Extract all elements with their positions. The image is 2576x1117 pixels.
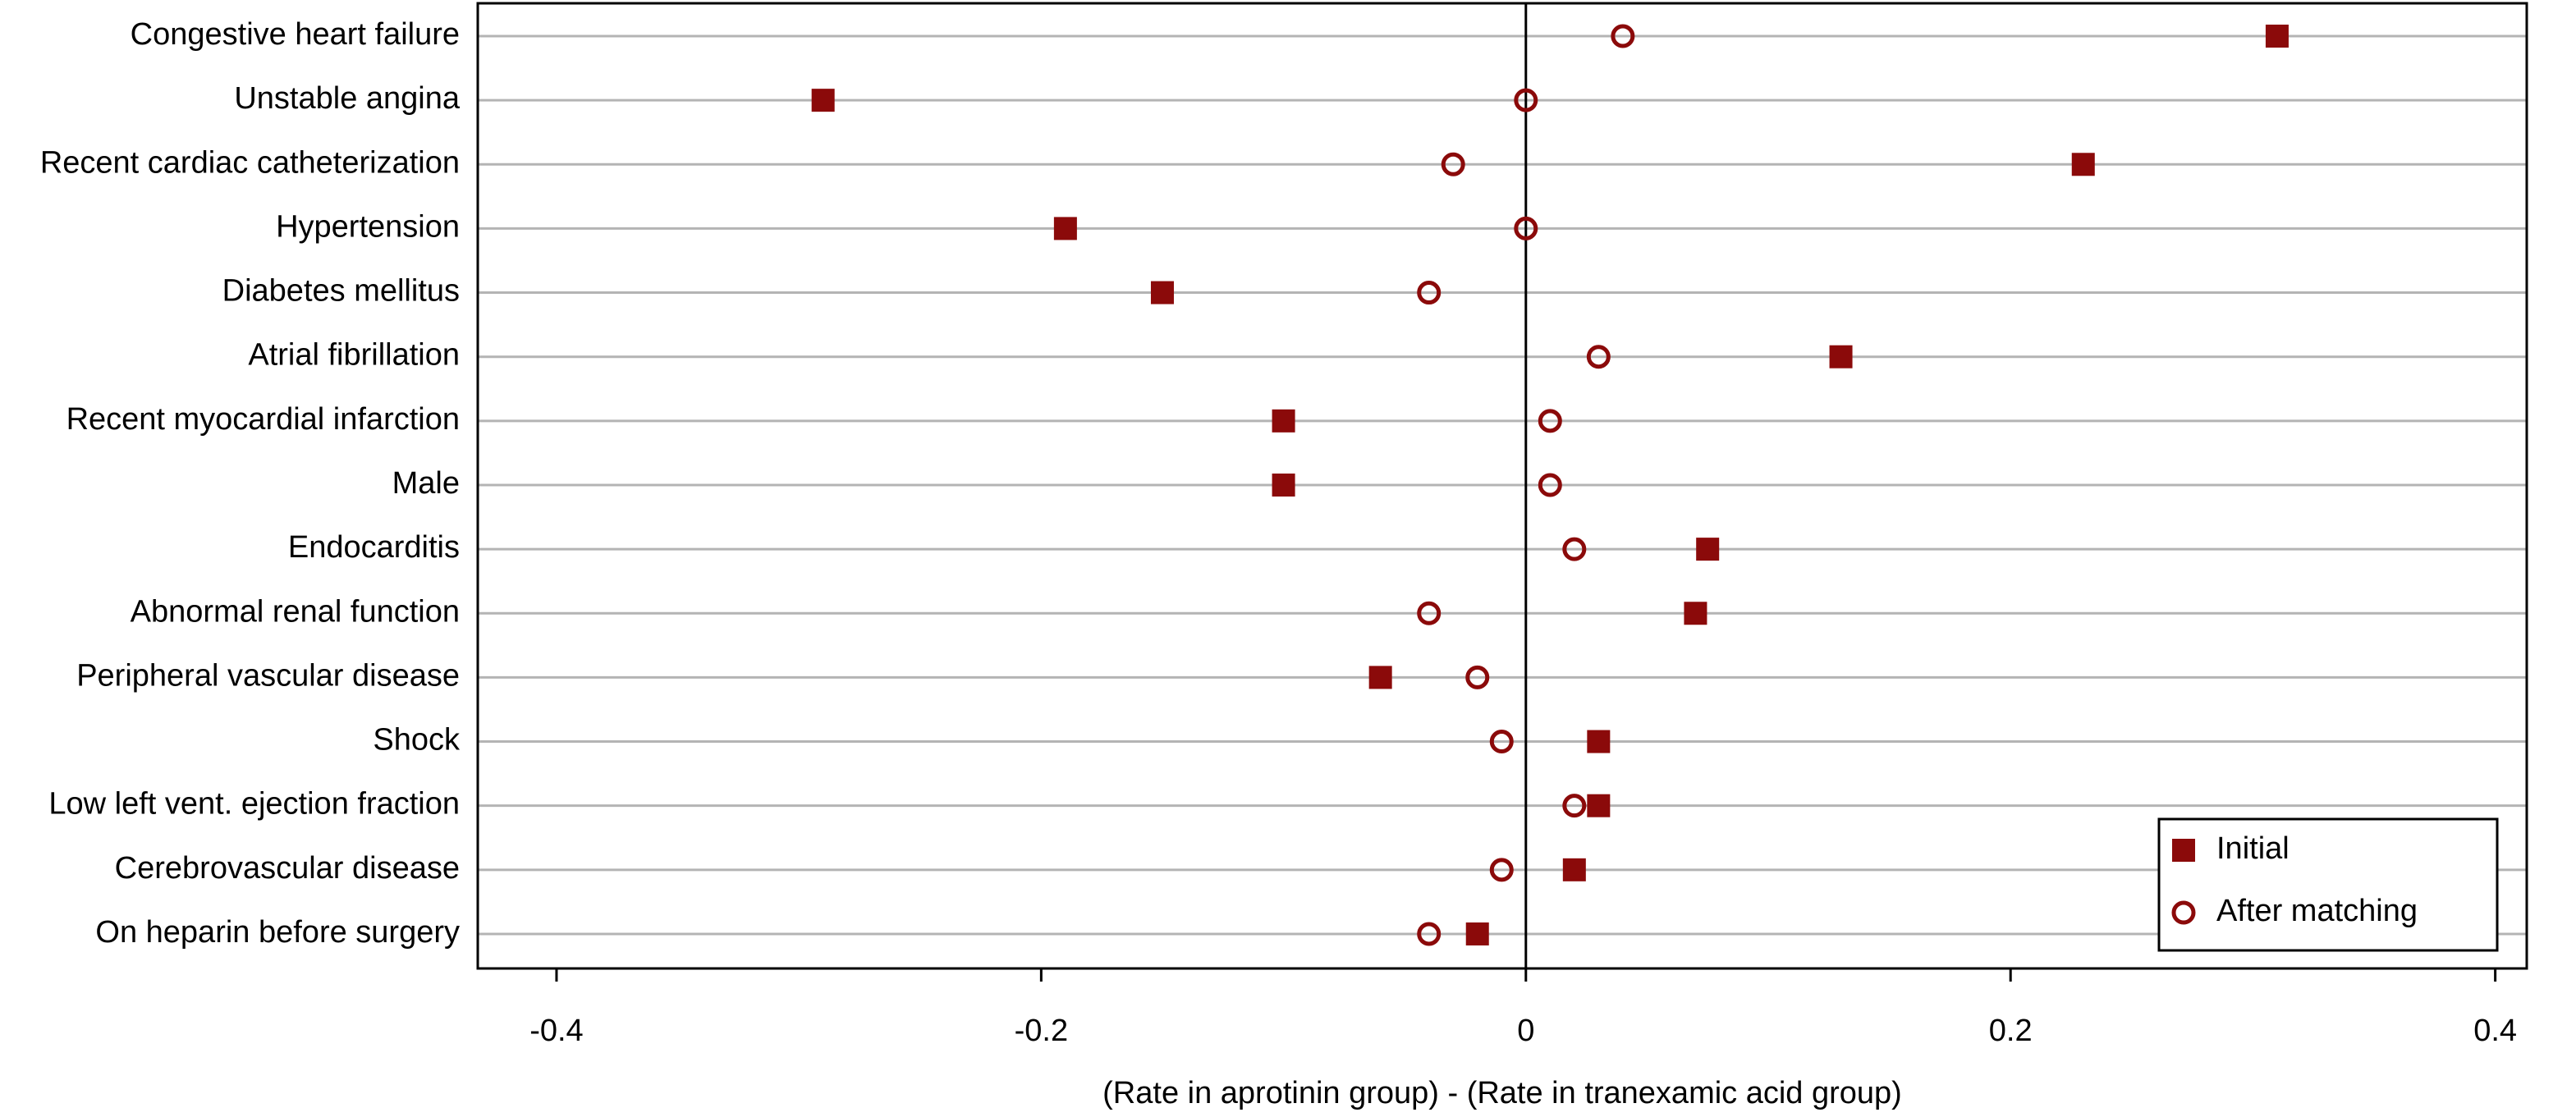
marker-circle bbox=[1417, 601, 1442, 625]
marker-square bbox=[1829, 345, 1853, 369]
y-tick-label: Recent cardiac catheterization bbox=[40, 145, 460, 180]
marker-square bbox=[1587, 794, 1611, 817]
marker-circle bbox=[1417, 281, 1442, 305]
marker-square bbox=[1465, 922, 1489, 945]
marker-square bbox=[1562, 858, 1586, 881]
y-tick-label: Unstable angina bbox=[234, 81, 461, 116]
marker-square bbox=[1272, 473, 1295, 497]
y-tick-label: Endocarditis bbox=[288, 530, 460, 565]
x-axis-label: (Rate in aprotinin group) - (Rate in tra… bbox=[1102, 1076, 1902, 1110]
x-tick-label: -0.4 bbox=[529, 1014, 583, 1048]
legend-label: After matching bbox=[2216, 894, 2418, 928]
marker-circle bbox=[1611, 24, 1635, 48]
y-tick-label: Cerebrovascular disease bbox=[115, 851, 460, 886]
y-tick-label: Low left vent. ejection fraction bbox=[48, 787, 460, 822]
marker-circle bbox=[1417, 922, 1442, 946]
marker-square bbox=[1368, 666, 1392, 689]
marker-square bbox=[1053, 217, 1077, 240]
marker-square bbox=[1150, 281, 1174, 304]
y-tick-label: Male bbox=[392, 466, 460, 501]
marker-square bbox=[2172, 839, 2195, 862]
y-tick-label: Atrial fibrillation bbox=[248, 338, 460, 373]
y-tick-label: Abnormal renal function bbox=[131, 594, 460, 629]
marker-square bbox=[1272, 409, 1295, 433]
marker-square bbox=[1696, 538, 1720, 561]
y-tick-label: Recent myocardial infarction bbox=[66, 402, 460, 437]
marker-square bbox=[2265, 25, 2289, 48]
marker-square bbox=[811, 89, 835, 112]
legend-label: Initial bbox=[2216, 831, 2290, 866]
marker-circle bbox=[1538, 473, 1562, 497]
marker-square bbox=[2071, 153, 2095, 176]
marker-circle bbox=[1562, 537, 1587, 561]
marker-circle bbox=[1441, 152, 1465, 176]
x-tick-label: 0 bbox=[1517, 1014, 1534, 1048]
marker-circle bbox=[1562, 794, 1587, 818]
y-tick-label: On heparin before surgery bbox=[95, 915, 460, 950]
legend-box bbox=[2157, 817, 2499, 952]
x-tick-label: 0.4 bbox=[2473, 1014, 2517, 1048]
marker-circle bbox=[1489, 858, 1514, 882]
y-tick-label: Peripheral vascular disease bbox=[76, 658, 460, 693]
y-tick-label: Hypertension bbox=[276, 209, 460, 244]
marker-circle bbox=[1586, 345, 1611, 369]
marker-circle bbox=[1465, 665, 1490, 689]
x-tick-label: 0.2 bbox=[1989, 1014, 2033, 1048]
marker-circle bbox=[1514, 216, 1538, 240]
y-tick-label: Shock bbox=[373, 723, 461, 758]
y-tick-label: Diabetes mellitus bbox=[222, 274, 460, 309]
y-tick-label: Congestive heart failure bbox=[131, 17, 460, 52]
marker-circle bbox=[2171, 900, 2196, 925]
marker-circle bbox=[1489, 730, 1514, 754]
marker-circle bbox=[1514, 88, 1538, 112]
x-tick-label: -0.2 bbox=[1015, 1014, 1068, 1048]
plot-frame bbox=[476, 2, 2528, 970]
marker-square bbox=[1587, 730, 1611, 753]
marker-square bbox=[1684, 602, 1707, 625]
marker-circle bbox=[1538, 409, 1562, 433]
